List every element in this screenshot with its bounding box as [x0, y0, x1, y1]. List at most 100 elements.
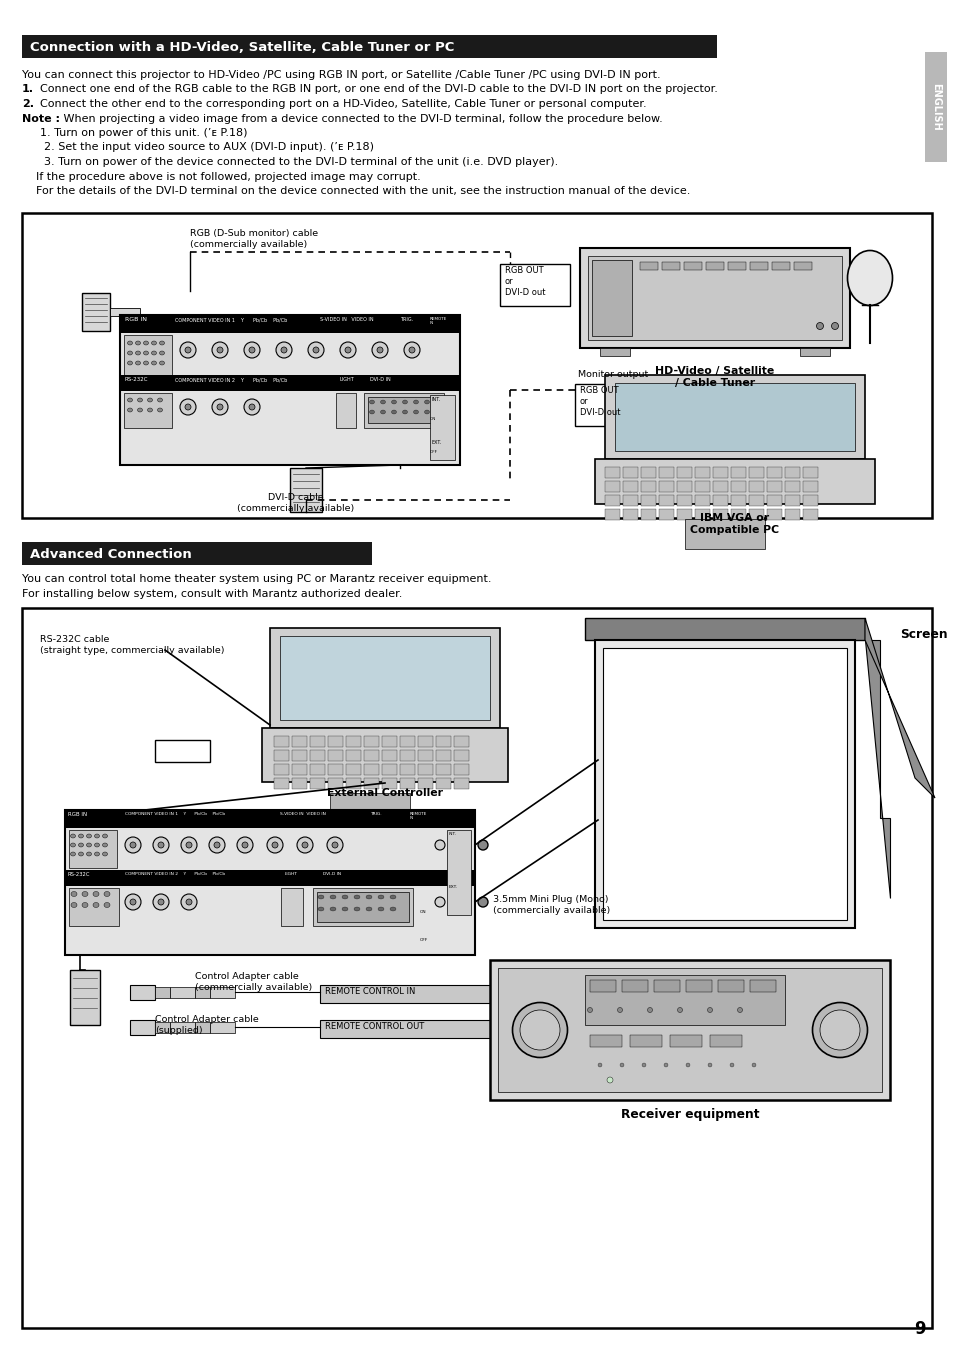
Ellipse shape [157, 408, 162, 412]
Bar [22, 608, 931, 1328]
Bar [447, 830, 471, 915]
Bar [124, 393, 172, 428]
Ellipse shape [71, 852, 75, 857]
Bar [712, 481, 727, 492]
Ellipse shape [87, 834, 91, 838]
Bar [712, 467, 727, 478]
Bar [274, 778, 289, 789]
Ellipse shape [158, 842, 164, 848]
Bar [274, 765, 289, 775]
Text: When projecting a video image from a device connected to the DVI-D terminal, fol: When projecting a video image from a dev… [60, 113, 662, 123]
Bar [454, 778, 469, 789]
Ellipse shape [128, 340, 132, 345]
Ellipse shape [92, 892, 99, 897]
Ellipse shape [275, 342, 292, 358]
Bar [709, 1035, 741, 1047]
Bar [130, 1020, 154, 1035]
Bar [430, 394, 455, 459]
Ellipse shape [209, 838, 225, 852]
Bar [490, 961, 889, 1100]
Ellipse shape [71, 902, 77, 908]
Bar [65, 811, 475, 828]
Ellipse shape [707, 1008, 712, 1012]
Ellipse shape [128, 351, 132, 355]
Text: 3.5mm Mini Plug (Mono)
(commercially available): 3.5mm Mini Plug (Mono) (commercially ava… [493, 894, 610, 915]
Text: For installing below system, consult with Marantz authorized dealer.: For installing below system, consult wit… [22, 589, 402, 598]
Bar [684, 519, 764, 549]
Ellipse shape [296, 838, 313, 852]
Ellipse shape [143, 361, 149, 365]
Ellipse shape [831, 323, 838, 330]
Ellipse shape [477, 840, 488, 850]
Ellipse shape [377, 907, 384, 911]
Bar [65, 870, 475, 886]
Text: IBM VGA or
Compatible PC: IBM VGA or Compatible PC [690, 513, 779, 535]
Ellipse shape [125, 838, 141, 852]
Bar [621, 979, 647, 992]
Bar [154, 740, 210, 762]
Bar [592, 259, 631, 336]
Bar [718, 979, 743, 992]
Ellipse shape [213, 842, 220, 848]
Ellipse shape [244, 342, 260, 358]
Ellipse shape [102, 834, 108, 838]
Text: For the details of the DVI-D terminal on the device connected with the unit, see: For the details of the DVI-D terminal on… [36, 186, 690, 196]
Bar [280, 636, 490, 720]
Text: EXT.: EXT. [449, 885, 457, 889]
Bar [640, 467, 656, 478]
Bar [417, 765, 433, 775]
Ellipse shape [587, 1008, 592, 1012]
Bar [436, 736, 451, 747]
Ellipse shape [512, 1002, 567, 1058]
Bar [499, 263, 569, 305]
Bar [685, 979, 711, 992]
Bar [599, 349, 629, 357]
Ellipse shape [216, 404, 223, 409]
Bar [669, 1035, 701, 1047]
Bar [784, 467, 800, 478]
Ellipse shape [152, 351, 156, 355]
Ellipse shape [413, 400, 418, 404]
Bar [712, 494, 727, 507]
Ellipse shape [317, 894, 324, 898]
Text: DVI-D IN: DVI-D IN [370, 377, 391, 382]
Ellipse shape [128, 399, 132, 403]
Bar [310, 736, 325, 747]
Ellipse shape [82, 902, 88, 908]
Bar [292, 750, 307, 761]
Ellipse shape [159, 351, 164, 355]
Text: Control Adapter cable
(commercially available): Control Adapter cable (commercially avai… [194, 971, 312, 992]
Ellipse shape [137, 399, 142, 403]
Bar [766, 467, 781, 478]
Bar [683, 262, 701, 270]
Ellipse shape [380, 400, 385, 404]
Text: REMOTE CONTROL IN: REMOTE CONTROL IN [325, 988, 415, 996]
Text: RGB (D-Sub monitor) cable
(commercially available): RGB (D-Sub monitor) cable (commercially … [190, 230, 317, 249]
Ellipse shape [152, 894, 169, 911]
Bar [924, 51, 946, 162]
Bar [677, 481, 691, 492]
Text: REMOTE
IN: REMOTE IN [410, 812, 427, 820]
Bar [454, 750, 469, 761]
Bar [659, 481, 673, 492]
Bar [417, 778, 433, 789]
Ellipse shape [157, 399, 162, 403]
Bar [330, 793, 410, 817]
Bar [194, 1021, 210, 1034]
Ellipse shape [390, 894, 395, 898]
Ellipse shape [71, 843, 75, 847]
Bar [659, 509, 673, 520]
Bar [313, 888, 413, 925]
Bar [194, 988, 210, 998]
Bar [584, 975, 784, 1025]
Bar [622, 467, 638, 478]
Text: 9: 9 [913, 1320, 924, 1337]
Text: RS-232C: RS-232C [125, 377, 149, 382]
Ellipse shape [317, 907, 324, 911]
Bar [346, 736, 360, 747]
Ellipse shape [372, 342, 388, 358]
Bar [120, 376, 459, 390]
Ellipse shape [812, 1002, 866, 1058]
Ellipse shape [180, 342, 195, 358]
Bar [604, 481, 619, 492]
